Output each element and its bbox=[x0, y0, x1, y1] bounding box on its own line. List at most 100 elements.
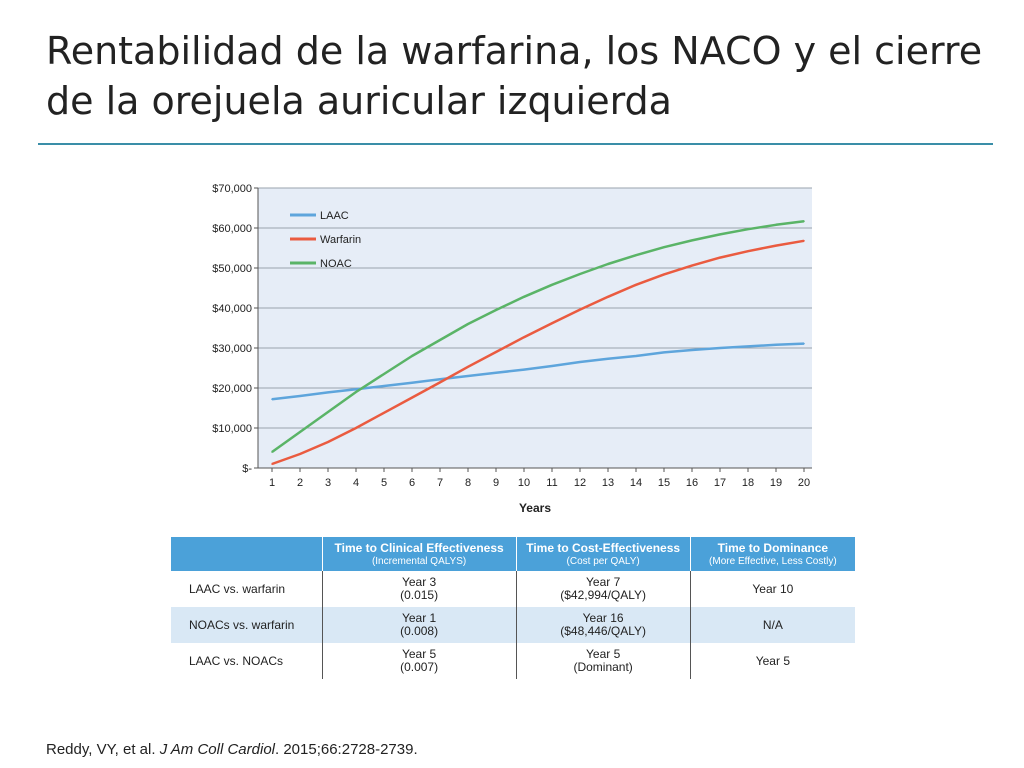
y-tick-label: $50,000 bbox=[212, 263, 252, 275]
x-tick-label: 2 bbox=[297, 477, 303, 489]
data-point bbox=[579, 361, 581, 363]
cell-line: ($48,446/QALY) bbox=[560, 624, 647, 638]
data-point bbox=[635, 355, 637, 357]
x-tick-label: 12 bbox=[574, 477, 586, 489]
header-subtitle: (Cost per QALY) bbox=[566, 556, 640, 567]
table-cell: Year 1 (0.008) bbox=[322, 607, 517, 643]
table-cell: Year 16 ($48,446/QALY) bbox=[516, 607, 691, 643]
table-cell: Year 5 (0.007) bbox=[322, 643, 517, 679]
x-tick-label: 17 bbox=[714, 477, 726, 489]
cell-line: (0.008) bbox=[400, 624, 439, 638]
cell-line: Year 5 bbox=[401, 647, 437, 661]
data-point bbox=[467, 375, 469, 377]
data-point bbox=[383, 412, 385, 414]
row-label: LAAC vs. NOACs bbox=[171, 643, 323, 679]
data-point bbox=[355, 391, 357, 393]
cost-effectiveness-table: Time to Clinical Effectiveness (Incremen… bbox=[171, 537, 855, 679]
series-line-noac bbox=[271, 219, 805, 454]
header-title: Time to Clinical Effectiveness bbox=[334, 541, 504, 555]
table-cell: N/A bbox=[690, 607, 855, 643]
data-point bbox=[579, 273, 581, 275]
header-title: Time to Cost-Effectiveness bbox=[526, 541, 681, 555]
data-point bbox=[327, 441, 329, 443]
data-point bbox=[299, 453, 301, 455]
y-tick-label: $60,000 bbox=[212, 223, 252, 235]
cell-line: N/A bbox=[762, 617, 783, 632]
data-point bbox=[803, 220, 805, 222]
data-point bbox=[775, 344, 777, 346]
header-title: Time to Dominance bbox=[717, 541, 829, 555]
legend-label: LAAC bbox=[320, 210, 349, 222]
data-point bbox=[607, 263, 609, 265]
data-point bbox=[719, 347, 721, 349]
x-tick-label: 9 bbox=[493, 477, 499, 489]
data-point bbox=[495, 372, 497, 374]
table-row: LAAC vs. warfarin Year 3 (0.015) Year 7 ($… bbox=[171, 571, 855, 607]
legend-label: Warfarin bbox=[320, 234, 361, 246]
data-point bbox=[355, 427, 357, 429]
x-tick-label: 19 bbox=[770, 477, 782, 489]
y-tick-label: $- bbox=[242, 463, 252, 475]
data-point bbox=[467, 323, 469, 325]
y-tick-label: $70,000 bbox=[212, 183, 252, 195]
data-point bbox=[495, 351, 497, 353]
cell-line: Year 3 bbox=[401, 575, 437, 589]
data-point bbox=[411, 355, 413, 357]
title-divider bbox=[38, 143, 993, 145]
data-point bbox=[747, 228, 749, 230]
table-cell: Year 5 (Dominant) bbox=[516, 643, 691, 679]
data-point bbox=[691, 349, 693, 351]
cell-line: (0.015) bbox=[400, 588, 439, 602]
x-axis-label: Years bbox=[519, 501, 551, 515]
data-point bbox=[691, 239, 693, 242]
data-point bbox=[355, 388, 357, 390]
data-point bbox=[719, 233, 721, 236]
y-tick-label: $40,000 bbox=[212, 303, 252, 315]
row-label: LAAC vs. warfarin bbox=[171, 571, 323, 607]
x-tick-label: 7 bbox=[437, 477, 443, 489]
legend-label: NOAC bbox=[320, 258, 352, 270]
data-point bbox=[663, 273, 665, 276]
data-point bbox=[635, 284, 637, 286]
y-tick-label: $30,000 bbox=[212, 343, 252, 355]
x-tick-label: 3 bbox=[325, 477, 331, 489]
table-header-clinical: Time to Clinical Effectiveness (Incremen… bbox=[322, 537, 517, 571]
data-point bbox=[663, 246, 665, 248]
data-point bbox=[607, 296, 609, 298]
cell-line: ($42,994/QALY) bbox=[560, 588, 647, 602]
data-point bbox=[747, 345, 749, 348]
data-point bbox=[271, 398, 273, 400]
table-header-dominance: Time to Dominance (More Effective, Less … bbox=[690, 537, 855, 571]
data-point bbox=[775, 224, 777, 226]
y-tick-label: $10,000 bbox=[212, 423, 252, 435]
data-point bbox=[411, 396, 413, 399]
data-point bbox=[299, 395, 301, 397]
x-tick-label: 8 bbox=[465, 477, 471, 489]
data-point bbox=[271, 463, 273, 465]
data-point bbox=[551, 365, 553, 367]
data-point bbox=[523, 368, 525, 371]
citation-authors: Reddy, VY, et al. bbox=[46, 741, 160, 758]
cell-line: Year 10 bbox=[752, 581, 794, 596]
data-point bbox=[299, 431, 301, 433]
data-point bbox=[383, 373, 385, 375]
series-line-warfarin bbox=[271, 239, 805, 466]
data-point bbox=[607, 358, 609, 360]
row-label: NOACs vs. warfarin bbox=[171, 607, 323, 643]
x-tick-label: 11 bbox=[546, 477, 557, 489]
data-point bbox=[327, 391, 329, 394]
x-tick-label: 6 bbox=[409, 477, 415, 489]
x-tick-label: 18 bbox=[742, 477, 754, 489]
data-point bbox=[439, 378, 441, 380]
citation: Reddy, VY, et al. J Am Coll Cardiol. 201… bbox=[46, 741, 418, 758]
data-point bbox=[411, 382, 413, 384]
x-tick-label: 4 bbox=[353, 477, 359, 489]
citation-details: . 2015;66:2728-2739. bbox=[275, 741, 418, 758]
data-point bbox=[327, 411, 329, 413]
cell-line: Year 5 bbox=[755, 653, 790, 668]
x-tick-label: 13 bbox=[602, 477, 614, 489]
slide-title: Rentabilidad de la warfarina, los NACO y… bbox=[46, 29, 983, 123]
data-point bbox=[523, 296, 525, 298]
data-point bbox=[719, 256, 721, 259]
data-point bbox=[551, 284, 553, 286]
